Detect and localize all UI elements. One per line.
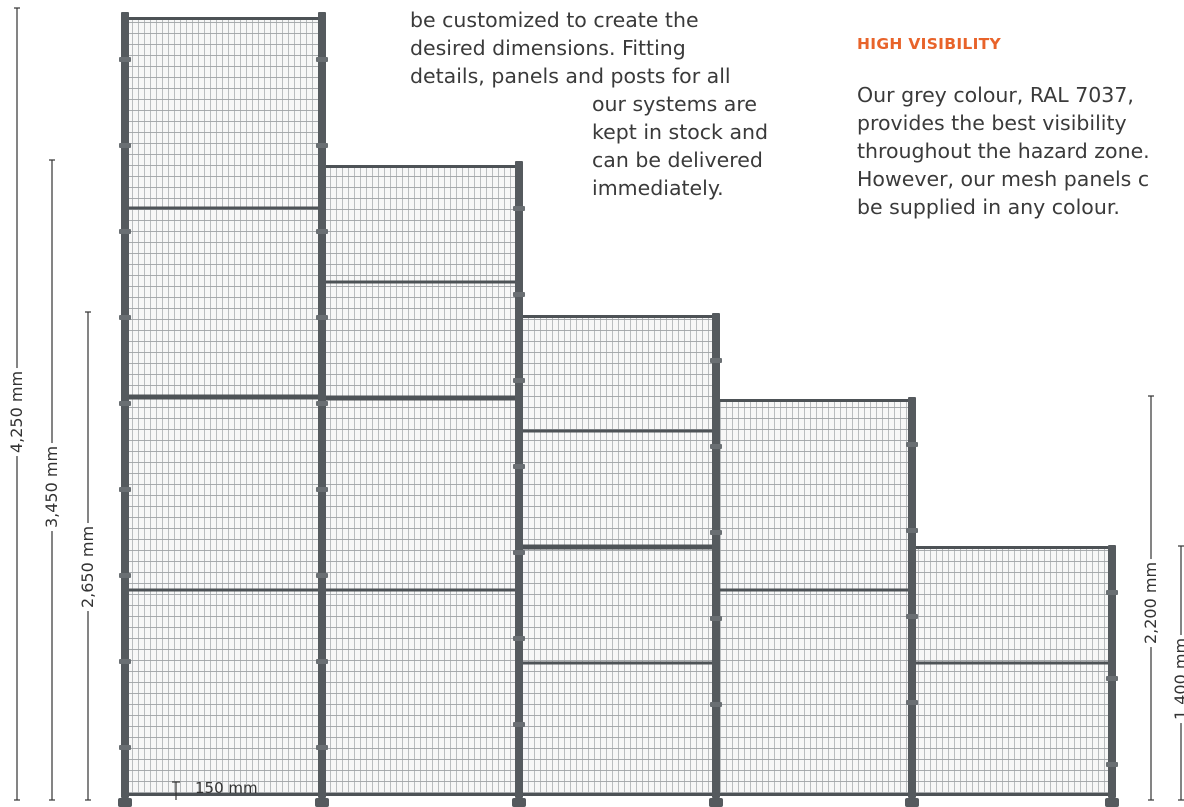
post-clamp [119,745,131,750]
panel-bottom-frame [916,793,1108,796]
visibility-text-block: Our grey colour, RAL 7037, provides the … [857,81,1150,221]
post-foot [315,798,329,807]
post-clamp [513,464,525,469]
post-clamp [513,550,525,555]
post-clamp [906,700,918,705]
post-clamp [316,573,328,578]
intro-text-line: can be delivered [592,148,763,172]
intro-text-line: details, panels and posts for all [410,64,731,88]
panel-bottom-frame [128,793,320,796]
post-foot [709,798,723,807]
post-clamp [119,659,131,664]
panel-top-frame [719,399,909,402]
intro-text-block: be customized to create the desired dime… [410,6,768,202]
dimension-label-4250: 4,250 mm [7,367,27,457]
post-clamp [119,401,131,406]
panel-crossbar [325,280,515,284]
post-clamp [1106,590,1118,595]
panel-crossbar [522,429,712,433]
panel-top-frame [522,315,712,318]
post-clamp [316,57,328,62]
post-clamp [710,358,722,363]
post-clamp [316,401,328,406]
post-clamp [119,315,131,320]
post-clamp [1106,676,1118,681]
mesh-panel [522,316,712,795]
post-clamp [119,573,131,578]
intro-text-line: our systems are [592,92,757,116]
mesh-panel [325,166,515,795]
visibility-text-line: Our grey colour, RAL 7037, [857,83,1134,107]
dimension-label-3450: 3,450 mm [42,442,62,532]
post-clamp [316,229,328,234]
panel-bottom-frame [522,793,712,796]
visibility-text-line: be supplied in any colour. [857,195,1120,219]
post-clamp [906,528,918,533]
post-clamp [906,442,918,447]
post-foot [905,798,919,807]
fence-post [908,397,916,798]
post-clamp [513,206,525,211]
panel-top-frame [916,546,1108,549]
post-clamp [513,292,525,297]
panel-crossbar [522,661,712,665]
dimension-label-150: 150 mm [195,779,258,797]
post-clamp [1106,762,1118,767]
post-clamp [906,614,918,619]
intro-text-line: be customized to create the [410,8,699,32]
post-clamp [316,315,328,320]
post-clamp [513,378,525,383]
dimension-label-2200: 2,200 mm [1141,558,1161,648]
post-clamp [316,659,328,664]
mesh-panel [916,547,1108,795]
fence-post [1108,545,1116,798]
mesh-panel [719,400,909,795]
post-clamp [316,487,328,492]
fence-post [515,161,523,798]
dimension-label-1400: 1,400 mm [1171,634,1184,724]
post-foot [1105,798,1119,807]
post-clamp [710,702,722,707]
panel-top-frame [128,17,320,20]
fence-post [712,313,720,798]
visibility-text-line: provides the best visibility [857,111,1127,135]
post-clamp [316,745,328,750]
post-clamp [119,143,131,148]
mesh-panel [128,18,320,795]
post-foot [512,798,526,807]
post-foot [118,798,132,807]
panel-crossbar [128,206,320,210]
post-clamp [513,722,525,727]
intro-text-line: immediately. [592,176,724,200]
post-clamp [119,229,131,234]
post-clamp [119,57,131,62]
dimension-label-2650: 2,650 mm [78,522,98,612]
post-clamp [710,616,722,621]
panel-crossbar [719,588,909,592]
intro-text-line: desired dimensions. Fitting [410,36,686,60]
post-clamp [316,143,328,148]
panel-crossbar [128,394,320,400]
intro-text-line: kept in stock and [592,120,769,144]
post-clamp [119,487,131,492]
panel-top-frame [325,165,515,168]
panel-bottom-frame [719,793,909,796]
panel-crossbar [325,395,515,401]
post-clamp [710,530,722,535]
panel-crossbar [325,588,515,592]
post-clamp [710,444,722,449]
visibility-text-line: However, our mesh panels c [857,167,1150,191]
post-clamp [513,636,525,641]
high-visibility-heading: HIGH VISIBILITY [857,35,1002,53]
panel-crossbar [128,588,320,592]
panel-crossbar [916,661,1108,665]
visibility-text-line: throughout the hazard zone. [857,139,1150,163]
panel-bottom-frame [325,793,515,796]
panel-crossbar [522,544,712,550]
